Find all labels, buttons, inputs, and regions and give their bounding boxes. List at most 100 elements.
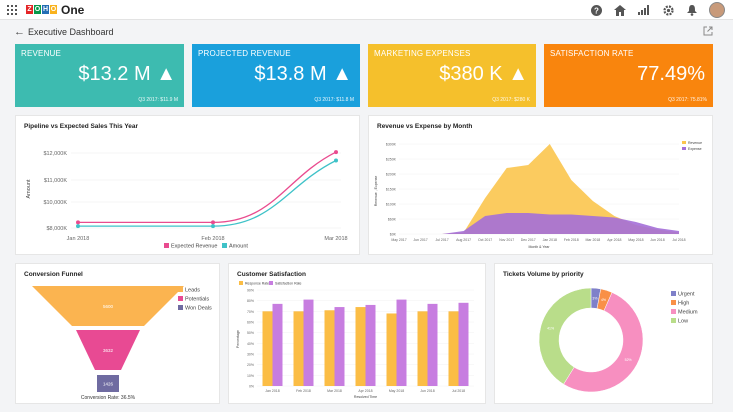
- analytics-icon[interactable]: [637, 3, 651, 17]
- home-icon[interactable]: [613, 3, 627, 17]
- app-name: One: [61, 2, 85, 17]
- data-point: [76, 224, 80, 229]
- y-tick-label: 90%: [247, 289, 254, 293]
- chart-title: Customer Satisfaction: [237, 271, 306, 278]
- series-line: [78, 151, 337, 224]
- kpi-value: $13.8 M ▲: [254, 63, 352, 85]
- kpi-subtext: Q3 2017: $11.8 M: [314, 97, 354, 103]
- top-bar: Z O H O One ?: [0, 0, 733, 20]
- kpi-card-satisfaction-rate[interactable]: SATISFACTION RATE 77.49% Q3 2017: 75.81%: [544, 44, 713, 107]
- y-tick-label: $250K: [386, 158, 397, 162]
- y-tick-label: 40%: [247, 342, 254, 346]
- x-tick-label: Feb 2018: [296, 389, 311, 393]
- bar: [458, 302, 469, 386]
- chart-title: Revenue vs Expense by Month: [377, 123, 473, 130]
- donut-slice: [563, 292, 644, 393]
- slice-label: 3%: [592, 296, 597, 300]
- x-tick-label: Nov 2017: [499, 238, 514, 242]
- legend-label: Low: [678, 319, 688, 325]
- data-point: [211, 224, 215, 229]
- y-tick-label: $12,000K: [43, 151, 67, 157]
- back-arrow-icon[interactable]: ←: [14, 26, 25, 38]
- x-tick-label: Oct 2017: [478, 238, 492, 242]
- y-tick-label: $300K: [386, 143, 397, 147]
- x-tick-label: Mar 2018: [324, 236, 347, 242]
- kpi-card-marketing-expenses[interactable]: MARKETING EXPENSES $380 K ▲ Q3 2017: $28…: [368, 44, 536, 107]
- x-tick-label: Dec 2017: [521, 238, 536, 242]
- bar: [448, 311, 459, 386]
- y-tick-label: 20%: [247, 363, 254, 367]
- slice-label: 4%: [601, 298, 606, 302]
- series-line: [78, 159, 337, 227]
- legend-swatch: [682, 147, 686, 150]
- conversion-funnel-chart: 5600 3632 1426 Conversion Rate: 36.5% Leads P…: [32, 286, 212, 401]
- legend-label: Expected Revenue: [171, 244, 217, 250]
- legend-label: Leads: [185, 288, 200, 294]
- y-tick-label: $60K: [388, 218, 397, 222]
- kpi-value: 77.49%: [637, 63, 705, 85]
- x-tick-label: Jun 2018: [420, 389, 434, 393]
- customer-satisfaction-bar-chart: Response Rate Satisfaction Rate 0% 10% 20% 30…: [236, 281, 474, 399]
- bar: [417, 311, 428, 386]
- conversion-funnel-card: Conversion Funnel 5600 3632 1426 Conversion…: [15, 263, 220, 404]
- kpi-label: PROJECTED REVENUE: [198, 49, 291, 58]
- kpi-card-projected-revenue[interactable]: PROJECTED REVENUE $13.8 M ▲ Q3 2017: $11…: [192, 44, 360, 107]
- bar: [365, 304, 376, 386]
- legend-label: Won Deals: [185, 306, 212, 312]
- legend-swatch: [671, 291, 676, 296]
- legend-label: Medium: [678, 310, 698, 316]
- bar: [262, 311, 273, 386]
- y-tick-label: 30%: [247, 353, 254, 357]
- pipeline-chart-card: Pipeline vs Expected Sales This Year $8,…: [15, 115, 360, 255]
- kpi-subtext: Q3 2017: $280 K: [492, 97, 530, 103]
- zoho-logo[interactable]: Z O H O: [26, 5, 58, 14]
- help-icon[interactable]: ?: [589, 3, 603, 17]
- x-axis-label: Resolved Time: [354, 395, 377, 399]
- y-tick-label: 60%: [247, 321, 254, 325]
- legend-swatch: [269, 281, 273, 285]
- pipeline-line-chart: $8,000K $10,000K $11,000K $12,000K Amount Jan…: [26, 150, 348, 250]
- kpi-card-revenue[interactable]: REVENUE $13.2 M ▲ Q3 2017: $11.9 M: [15, 44, 184, 107]
- bar: [334, 307, 345, 386]
- funnel-stage: [97, 375, 119, 392]
- bar: [303, 299, 314, 386]
- kpi-value: $380 K ▲: [439, 63, 528, 85]
- y-tick-label: $100K: [386, 203, 397, 207]
- x-tick-label: May 2017: [391, 238, 406, 242]
- data-point: [76, 220, 80, 225]
- x-tick-label: Aug 2017: [456, 238, 471, 242]
- legend-swatch: [682, 141, 686, 144]
- chart-title: Tickets Volume by priority: [503, 271, 584, 278]
- legend-label: Satisfaction Rate: [275, 282, 302, 286]
- legend-label: Revenue: [688, 141, 702, 145]
- y-axis-label: Percentage: [236, 330, 240, 348]
- data-point: [334, 158, 338, 163]
- x-tick-label: Mar 2018: [327, 389, 342, 393]
- kpi-label: SATISFACTION RATE: [550, 49, 634, 58]
- x-axis-label: Month & Year: [528, 245, 550, 249]
- bell-icon[interactable]: [685, 3, 699, 17]
- x-tick-label: Feb 2018: [564, 238, 579, 242]
- gear-icon[interactable]: [661, 3, 675, 17]
- slice-label: 41%: [547, 327, 554, 331]
- y-tick-label: $0K: [390, 233, 397, 237]
- revenue-expense-area-chart: $0K $60K $100K $150K $200K $250K $300K Revenue …: [374, 141, 702, 249]
- x-tick-label: Mar 2018: [585, 238, 600, 242]
- logo-letter: O: [34, 5, 41, 14]
- bar: [386, 313, 397, 386]
- avatar[interactable]: [709, 2, 725, 18]
- x-tick-label: Jan 2018: [265, 389, 279, 393]
- grid-icon[interactable]: [3, 1, 21, 19]
- external-link-icon[interactable]: [703, 26, 713, 36]
- tickets-donut-chart: 3% 4% 52% 41% Urgent High Medium Low: [538, 287, 698, 393]
- bar: [324, 310, 335, 386]
- x-tick-label: Jan 2018: [67, 236, 90, 242]
- y-tick-label: 70%: [247, 310, 254, 314]
- bar: [396, 299, 407, 386]
- legend-swatch: [178, 296, 183, 301]
- legend-swatch: [222, 243, 227, 248]
- y-tick-label: $10,000K: [43, 200, 67, 206]
- tickets-volume-card: Tickets Volume by priority 3% 4% 52% 41% Urg…: [494, 263, 713, 404]
- y-tick-label: $150K: [386, 188, 397, 192]
- y-tick-label: $8,000K: [47, 226, 68, 232]
